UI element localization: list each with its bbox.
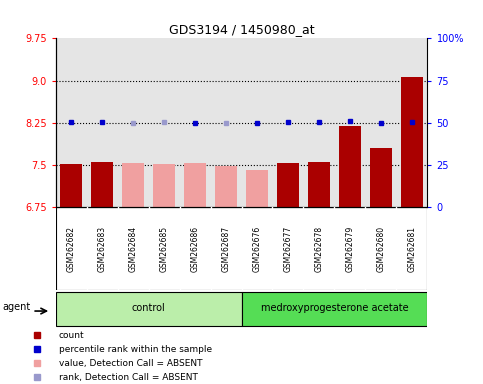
Text: agent: agent bbox=[3, 302, 31, 312]
Bar bbox=[370, 148, 392, 207]
Bar bbox=[277, 164, 299, 207]
Bar bbox=[308, 162, 330, 207]
Text: GSM262685: GSM262685 bbox=[159, 225, 169, 272]
Text: GSM262677: GSM262677 bbox=[284, 225, 293, 272]
Bar bbox=[303, 38, 334, 207]
Text: control: control bbox=[132, 303, 165, 313]
Bar bbox=[334, 38, 366, 207]
Text: GSM262676: GSM262676 bbox=[253, 225, 261, 272]
Bar bbox=[246, 170, 268, 207]
Bar bbox=[153, 164, 175, 207]
Text: GSM262681: GSM262681 bbox=[408, 226, 416, 271]
Text: rank, Detection Call = ABSENT: rank, Detection Call = ABSENT bbox=[59, 372, 198, 382]
Bar bbox=[339, 126, 361, 207]
Bar bbox=[117, 38, 149, 207]
Text: GSM262680: GSM262680 bbox=[376, 225, 385, 272]
Text: GSM262686: GSM262686 bbox=[190, 225, 199, 272]
Text: count: count bbox=[59, 331, 85, 340]
Bar bbox=[91, 162, 113, 207]
FancyBboxPatch shape bbox=[56, 292, 242, 326]
Bar bbox=[272, 38, 303, 207]
Text: GSM262682: GSM262682 bbox=[67, 226, 75, 271]
Bar bbox=[180, 38, 211, 207]
Text: GSM262678: GSM262678 bbox=[314, 225, 324, 272]
Bar bbox=[56, 38, 86, 207]
Bar bbox=[211, 38, 242, 207]
Text: GSM262679: GSM262679 bbox=[345, 225, 355, 272]
Bar bbox=[149, 38, 180, 207]
Bar bbox=[122, 163, 144, 207]
Text: value, Detection Call = ABSENT: value, Detection Call = ABSENT bbox=[59, 359, 202, 367]
Text: GSM262683: GSM262683 bbox=[98, 225, 107, 272]
Bar bbox=[184, 164, 206, 207]
Bar bbox=[397, 38, 427, 207]
Bar bbox=[215, 166, 237, 207]
Title: GDS3194 / 1450980_at: GDS3194 / 1450980_at bbox=[169, 23, 314, 36]
Text: GSM262687: GSM262687 bbox=[222, 225, 230, 272]
Bar bbox=[60, 164, 82, 207]
Text: GSM262684: GSM262684 bbox=[128, 225, 138, 272]
Text: medroxyprogesterone acetate: medroxyprogesterone acetate bbox=[261, 303, 408, 313]
FancyBboxPatch shape bbox=[242, 292, 427, 326]
Bar bbox=[242, 38, 272, 207]
Bar bbox=[401, 77, 423, 207]
Bar bbox=[86, 38, 117, 207]
Bar bbox=[366, 38, 397, 207]
Text: percentile rank within the sample: percentile rank within the sample bbox=[59, 345, 212, 354]
